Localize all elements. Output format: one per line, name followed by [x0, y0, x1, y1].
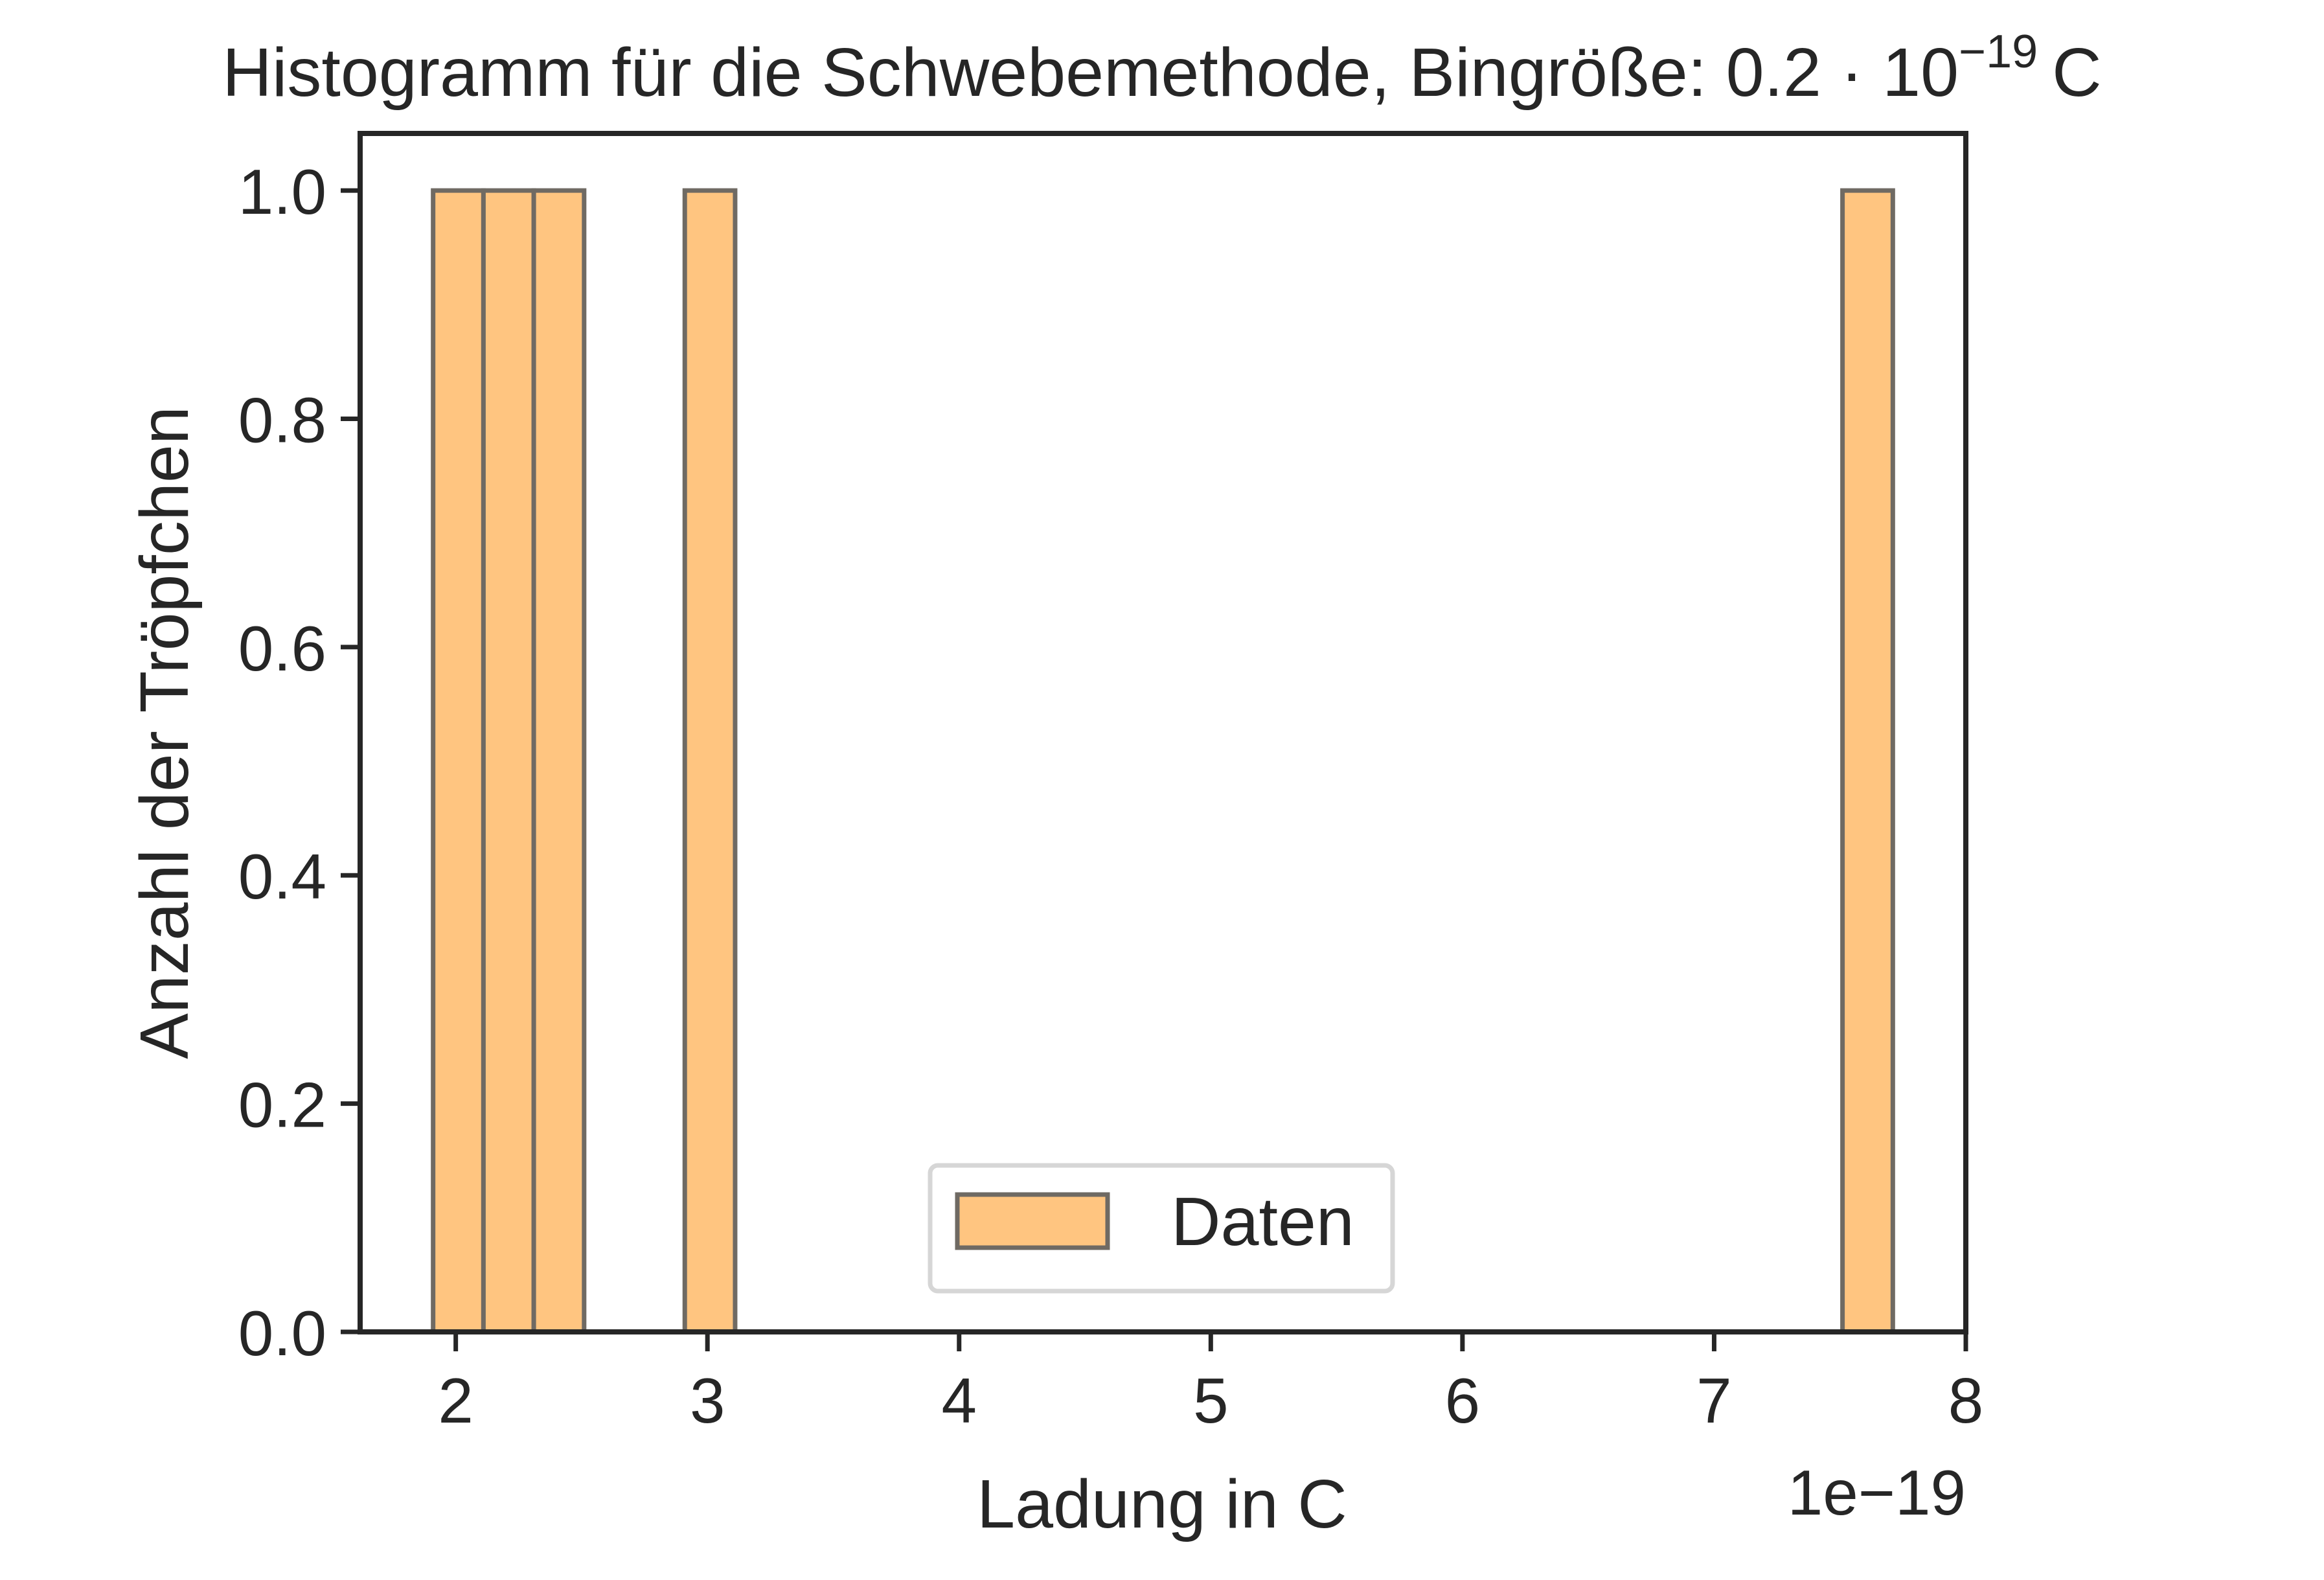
chart-title-exponent: −19	[1959, 26, 2038, 78]
legend-label-daten: Daten	[1171, 1184, 1354, 1260]
y-axis-label: Anzahl der Tröpfchen	[126, 406, 203, 1059]
bars-group	[431, 188, 1895, 1334]
chart-title: Histogramm für die Schwebemethode, Bingr…	[222, 26, 2101, 111]
x-tick-label-1: 3	[690, 1365, 725, 1436]
x-axis-offset-label: 1e−19	[1788, 1457, 1966, 1528]
x-tick-label-5: 7	[1696, 1365, 1732, 1436]
histogram-bar-3	[682, 188, 738, 1334]
x-tick-label-3: 5	[1193, 1365, 1229, 1436]
x-axis-ticks: 2 3 4 5 6 7 8	[438, 1332, 1983, 1436]
x-tick-label-4: 6	[1445, 1365, 1481, 1436]
x-tick-label-0: 2	[438, 1365, 473, 1436]
y-tick-label-3: 0.6	[238, 613, 326, 684]
x-tick-label-6: 8	[1948, 1365, 1984, 1436]
y-tick-label-5: 1.0	[238, 156, 326, 227]
x-axis-label: Ladung in C	[977, 1466, 1347, 1542]
chart-title-unit: C	[2052, 34, 2102, 111]
y-axis-ticks: 0.0 0.2 0.4 0.6 0.8 1.0	[238, 156, 360, 1369]
legend: Daten	[928, 1163, 1395, 1294]
y-tick-label-4: 0.8	[238, 384, 326, 455]
histogram-bar-0	[431, 188, 486, 1334]
x-tick-label-2: 4	[942, 1365, 977, 1436]
y-tick-label-1: 0.2	[238, 1070, 326, 1141]
legend-swatch-daten	[955, 1192, 1110, 1250]
histogram-bar-2	[531, 188, 587, 1334]
histogram-bar-4	[1840, 188, 1895, 1334]
chart-title-prefix: Histogramm für die Schwebemethode, Bingr…	[222, 34, 1726, 111]
plot-frame	[358, 131, 1968, 1334]
histogram-bar-1	[481, 188, 536, 1334]
y-tick-label-0: 0.0	[238, 1298, 326, 1369]
chart-title-math: 0.2 · 10	[1726, 34, 1959, 111]
y-tick-label-2: 0.4	[238, 841, 326, 912]
